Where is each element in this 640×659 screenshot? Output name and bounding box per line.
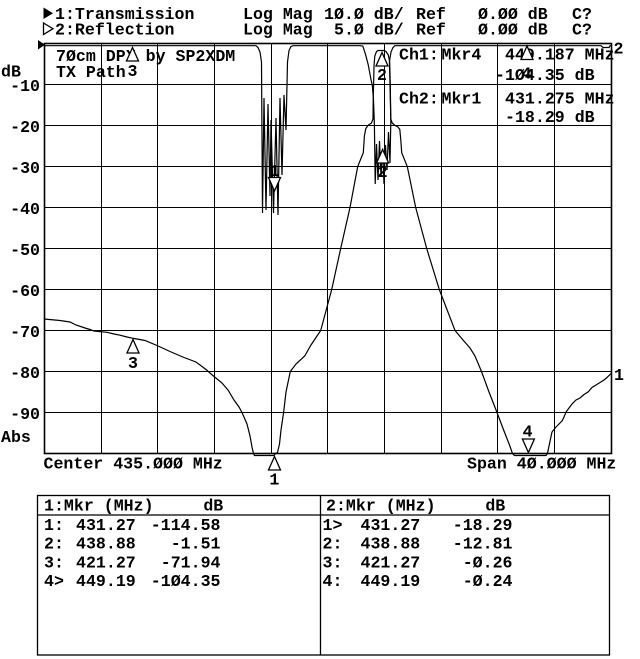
svg-text:2: 2 xyxy=(378,163,388,182)
svg-text:449.19: 449.19 xyxy=(361,572,421,591)
svg-text:4:: 4: xyxy=(323,572,343,591)
svg-text:-Ø.24: -Ø.24 xyxy=(463,572,513,591)
svg-text:1:Transmission: 1:Transmission xyxy=(55,5,194,24)
svg-text:3:: 3: xyxy=(323,553,343,572)
svg-text:4: 4 xyxy=(522,65,532,84)
svg-text:Ch1:: Ch1: xyxy=(399,46,439,65)
svg-text:-70: -70 xyxy=(10,323,40,342)
svg-text:C?: C? xyxy=(572,5,592,24)
svg-text:-Ø.26: -Ø.26 xyxy=(463,553,513,572)
svg-text:2: 2 xyxy=(377,66,387,85)
svg-text:2:: 2: xyxy=(323,535,343,554)
svg-text:438.88: 438.88 xyxy=(76,535,136,554)
svg-text:-20: -20 xyxy=(10,118,40,137)
svg-text:2: 2 xyxy=(614,40,624,59)
svg-text:431.27: 431.27 xyxy=(361,516,421,535)
svg-text:449.187 MHz: 449.187 MHz xyxy=(505,46,615,65)
svg-text:-71.94: -71.94 xyxy=(161,553,221,572)
svg-text:431.275 MHz: 431.275 MHz xyxy=(505,90,615,109)
svg-text:-12.81: -12.81 xyxy=(453,535,513,554)
svg-text:431.27: 431.27 xyxy=(76,516,136,535)
svg-text:449.19: 449.19 xyxy=(76,572,136,591)
svg-text:-60: -60 xyxy=(10,282,40,301)
svg-text:5.Ø dB/: 5.Ø dB/ xyxy=(334,21,404,40)
svg-text:1Ø.Ø dB/: 1Ø.Ø dB/ xyxy=(324,5,404,24)
svg-text:3: 3 xyxy=(128,62,138,81)
svg-text:3: 3 xyxy=(128,354,138,373)
svg-text:1: 1 xyxy=(614,366,624,385)
svg-text:C?: C? xyxy=(572,21,592,40)
svg-text:Log Mag: Log Mag xyxy=(243,5,313,24)
svg-text:-18.29 dB: -18.29 dB xyxy=(505,108,595,127)
svg-text:421.27: 421.27 xyxy=(76,553,136,572)
svg-text:-30: -30 xyxy=(10,159,40,178)
svg-text:-80: -80 xyxy=(10,364,40,383)
svg-text:-18.29: -18.29 xyxy=(453,516,513,535)
svg-text:1>: 1> xyxy=(323,516,343,535)
svg-text:Abs: Abs xyxy=(1,428,31,447)
svg-text:-114.58: -114.58 xyxy=(151,516,221,535)
svg-text:Mkr4: Mkr4 xyxy=(442,46,482,65)
svg-text:421.27: 421.27 xyxy=(361,553,421,572)
svg-text:1:Mkr (MHz) dB: 1:Mkr (MHz) dB xyxy=(44,497,223,516)
svg-text:2:Mkr (MHz) dB: 2:Mkr (MHz) dB xyxy=(326,497,505,516)
svg-text:-10: -10 xyxy=(10,77,40,96)
svg-text:Mkr1: Mkr1 xyxy=(442,90,482,109)
svg-text:7Øcm DPX by SP2XDM: 7Øcm DPX by SP2XDM xyxy=(56,47,235,66)
svg-text:-90: -90 xyxy=(10,405,40,424)
svg-text:Ø.ØØ dB: Ø.ØØ dB xyxy=(478,21,548,40)
svg-text:Center 435.ØØØ MHz: Center 435.ØØØ MHz xyxy=(44,455,223,474)
svg-text:Log Mag: Log Mag xyxy=(243,21,313,40)
svg-text:Ref: Ref xyxy=(416,5,446,24)
svg-text:1:: 1: xyxy=(44,516,64,535)
svg-text:Ø.ØØ dB: Ø.ØØ dB xyxy=(478,5,548,24)
svg-text:3:: 3: xyxy=(44,553,64,572)
svg-text:438.88: 438.88 xyxy=(361,535,421,554)
svg-text:-50: -50 xyxy=(10,241,40,260)
svg-text:4: 4 xyxy=(523,423,533,442)
svg-text:Span 4Ø.ØØØ MHz: Span 4Ø.ØØØ MHz xyxy=(467,455,616,474)
svg-text:-1Ø4.35: -1Ø4.35 xyxy=(151,572,221,591)
svg-text:-1.51: -1.51 xyxy=(171,535,221,554)
svg-text:Ref: Ref xyxy=(416,21,446,40)
svg-text:-40: -40 xyxy=(10,200,40,219)
svg-text:2:: 2: xyxy=(44,535,64,554)
svg-text:2:Reflection: 2:Reflection xyxy=(55,21,175,40)
svg-text:1: 1 xyxy=(269,471,279,490)
svg-text:-1Ø4.35 dB: -1Ø4.35 dB xyxy=(495,66,595,85)
svg-text:Ch2:: Ch2: xyxy=(399,90,439,109)
svg-text:TX Path: TX Path xyxy=(56,63,126,82)
svg-text:dB: dB xyxy=(1,63,21,82)
svg-text:4>: 4> xyxy=(44,572,64,591)
svg-text:1: 1 xyxy=(269,162,279,181)
